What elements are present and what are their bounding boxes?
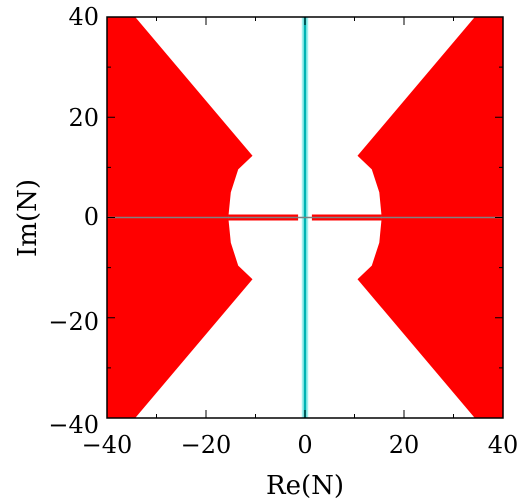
x-tick-label-4: 40 — [488, 431, 519, 459]
y-tick-label-1: −20 — [48, 308, 99, 336]
y-tick-label-0: −40 — [48, 411, 99, 439]
plot-frame — [106, 16, 504, 419]
x-tick-label-0: −40 — [82, 431, 133, 459]
y-tick-label-3: 20 — [68, 104, 99, 132]
x-axis-label: Re(N) — [266, 471, 344, 501]
y-tick-label-4: 40 — [68, 3, 99, 31]
y-axis-label: Im(N) — [13, 179, 43, 257]
x-tick-label-1: −20 — [181, 431, 232, 459]
y-tick-label-2: 0 — [84, 203, 99, 231]
x-tick-label-3: 20 — [389, 431, 420, 459]
x-tick-label-2: 0 — [297, 431, 312, 459]
plot-area — [107, 17, 503, 418]
